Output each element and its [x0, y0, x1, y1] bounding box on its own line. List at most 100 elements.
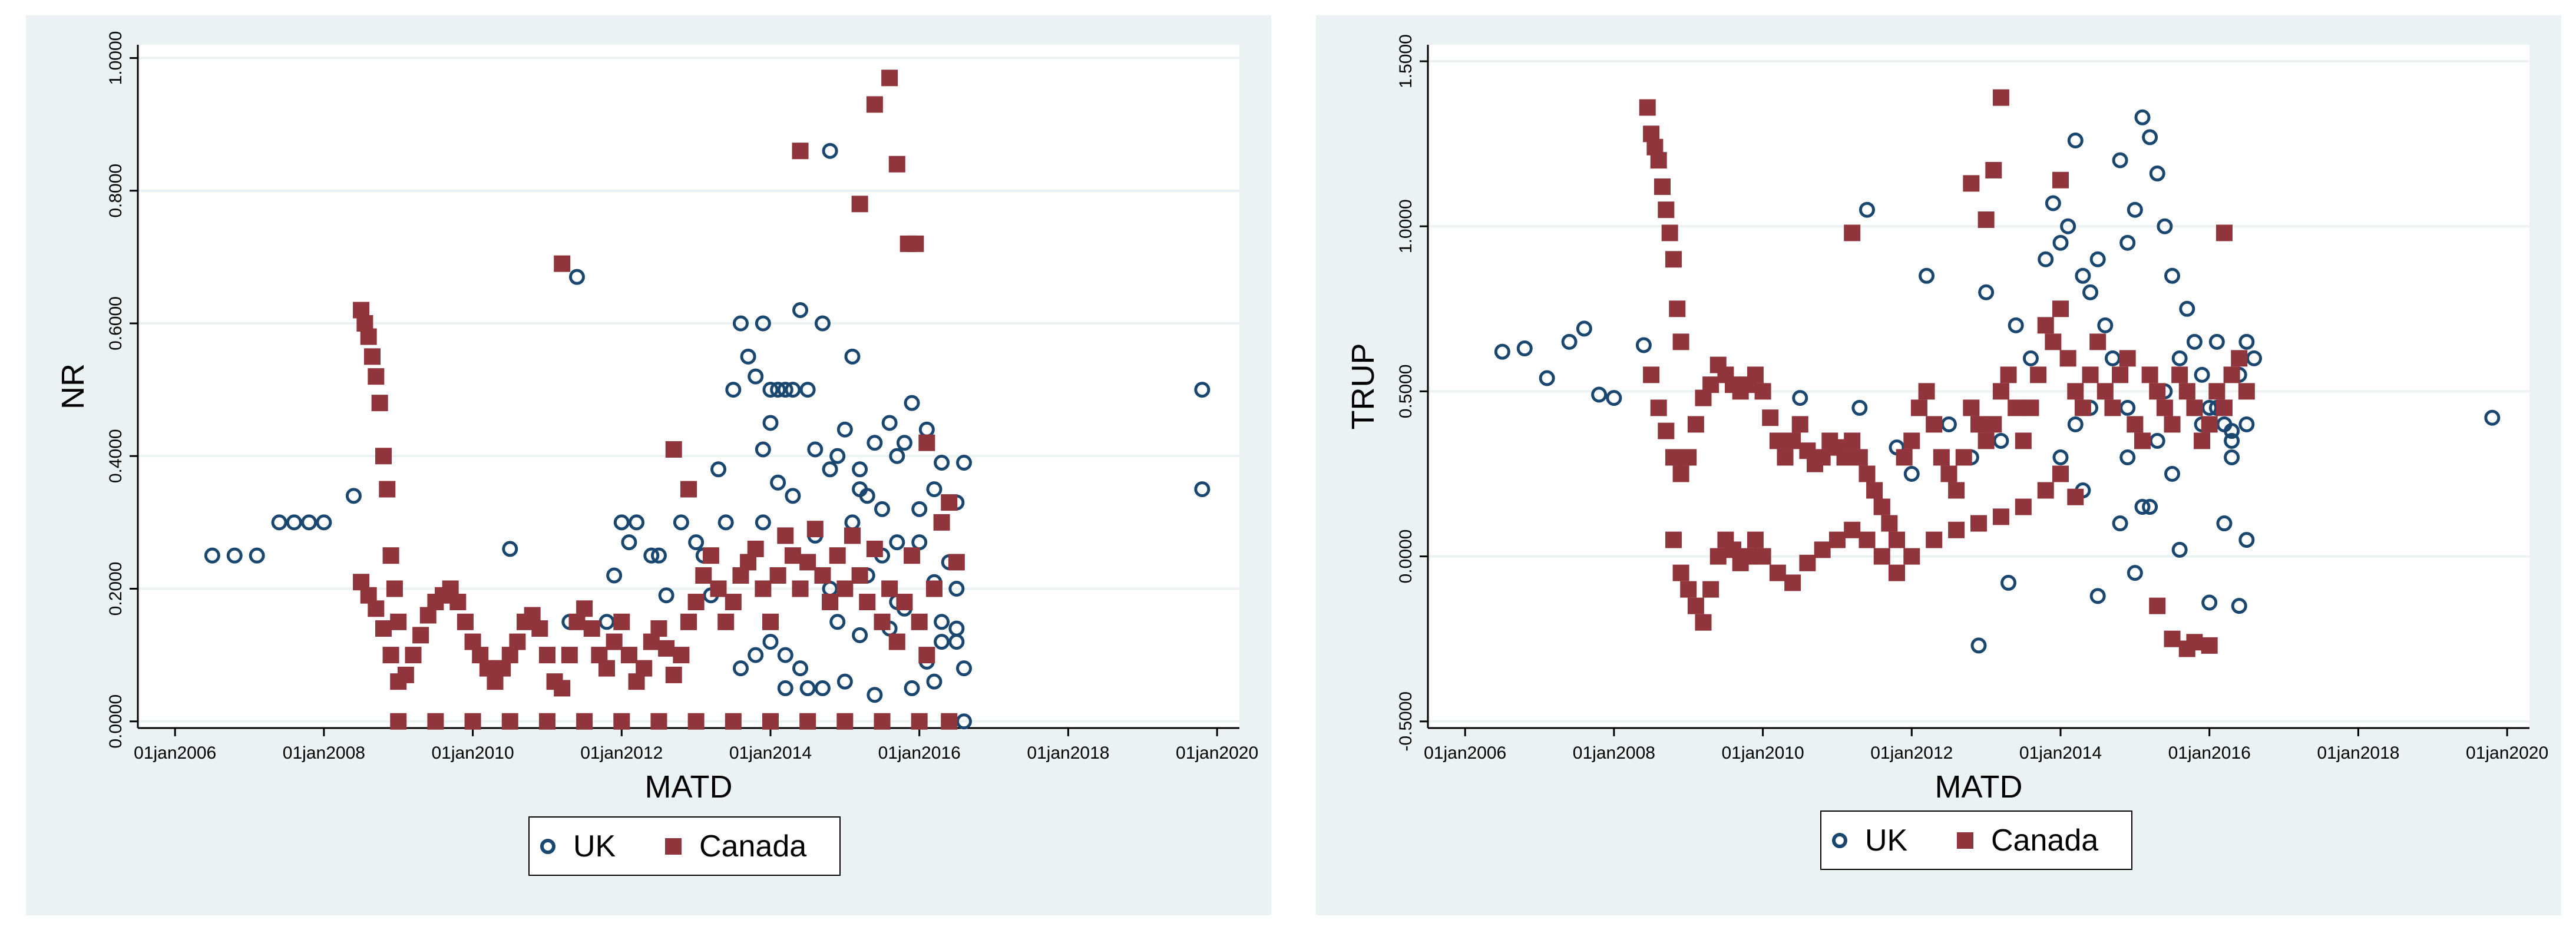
point-uk [777, 680, 793, 696]
point-canada [2134, 432, 2151, 449]
x-tick-label: 01jan2012 [580, 743, 663, 763]
point-canada [2178, 383, 2195, 400]
point-canada [1658, 201, 1675, 219]
point-uk [896, 435, 912, 451]
point-canada [538, 647, 555, 664]
y-tick-label: 0.8000 [106, 164, 125, 218]
point-canada [1702, 376, 1719, 393]
point-canada [583, 620, 600, 637]
point-canada [1844, 224, 1861, 241]
point-canada [2104, 399, 2121, 416]
point-uk [2119, 399, 2136, 416]
point-uk [1993, 432, 2009, 449]
point-canada [829, 547, 846, 564]
point-uk [2067, 416, 2084, 432]
point-uk [2224, 423, 2240, 439]
point-canada [2096, 383, 2114, 400]
point-uk [1494, 343, 1510, 360]
point-canada [687, 594, 705, 611]
point-canada [1859, 531, 1876, 548]
point-canada [386, 580, 403, 597]
x-tick-label: 01jan2014 [2019, 743, 2102, 763]
point-uk [1561, 333, 1578, 350]
point-canada [576, 600, 593, 617]
point-canada [2067, 488, 2084, 505]
point-canada [2164, 416, 2181, 433]
point-canada [1859, 465, 1876, 482]
point-canada [375, 620, 392, 637]
point-canada [762, 713, 779, 730]
point-canada [501, 713, 518, 730]
point-uk [1539, 370, 1555, 386]
point-uk [785, 382, 801, 398]
point-canada [1903, 548, 1920, 565]
point-uk [829, 448, 846, 464]
point-uk [2119, 234, 2136, 251]
legend-label-canada: Canada [1991, 823, 2099, 858]
point-uk [844, 348, 861, 365]
point-canada [2223, 366, 2240, 383]
point-uk [2171, 350, 2188, 366]
point-uk [2201, 399, 2218, 416]
point-uk [345, 488, 362, 504]
point-canada [1661, 224, 1678, 241]
x-tick-label: 01jan2016 [2168, 743, 2251, 763]
point-uk [204, 547, 220, 564]
point-canada [2082, 366, 2099, 383]
point-canada [762, 613, 779, 630]
plot-area [1428, 45, 2529, 728]
y-tick-label: 1.0000 [1396, 199, 1416, 253]
point-canada [1650, 399, 1667, 416]
point-canada [636, 660, 653, 677]
x-axis-title: MATD [1935, 769, 2023, 805]
point-uk [1919, 267, 1935, 284]
point-canada [620, 647, 637, 664]
point-uk [688, 534, 705, 551]
point-uk [2238, 532, 2255, 548]
point-canada [680, 481, 697, 498]
point-uk [732, 315, 749, 332]
point-uk [710, 461, 727, 478]
point-canada [777, 527, 794, 544]
point-canada [747, 540, 764, 557]
x-tick-label: 01jan2018 [2317, 743, 2399, 763]
point-canada [2194, 432, 2211, 449]
point-canada [613, 613, 630, 630]
x-tick-label: 01jan2006 [134, 743, 216, 763]
point-canada [368, 600, 385, 617]
point-canada [1896, 449, 1913, 466]
point-canada [1777, 449, 1794, 466]
point-uk [2157, 218, 2173, 234]
point-canada [687, 713, 705, 730]
point-uk [792, 660, 809, 677]
point-canada [397, 666, 414, 683]
point-uk [2149, 166, 2165, 182]
point-uk [956, 455, 972, 471]
point-uk [2127, 201, 2143, 218]
point-uk [286, 514, 302, 531]
point-uk [926, 673, 943, 690]
point-canada [2074, 399, 2091, 416]
point-uk [2164, 466, 2181, 482]
chart-trup-vs-matd: -0.5000 0.0000 0.5000 1.0000 1.5000 01jan2006… [1345, 34, 2548, 805]
point-canada [1643, 366, 1660, 383]
x-tick-label: 01jan2014 [729, 743, 812, 763]
point-canada [911, 613, 928, 630]
point-canada [613, 713, 630, 730]
point-canada [405, 647, 422, 664]
point-uk [814, 680, 831, 696]
point-uk [2179, 300, 2195, 317]
point-canada [844, 527, 861, 544]
point-canada [390, 713, 407, 730]
y-tick-label: -0.5000 [1396, 692, 1416, 752]
legend: UK Canada [528, 816, 841, 876]
point-canada [792, 143, 809, 160]
point-canada [1926, 531, 1943, 548]
x-tick-label: 01jan2008 [1573, 743, 1655, 763]
point-uk [748, 647, 764, 663]
point-canada [2238, 383, 2255, 400]
point-canada [2037, 317, 2054, 334]
point-canada [1873, 498, 1890, 515]
point-canada [1791, 416, 1808, 433]
point-canada [427, 713, 444, 730]
